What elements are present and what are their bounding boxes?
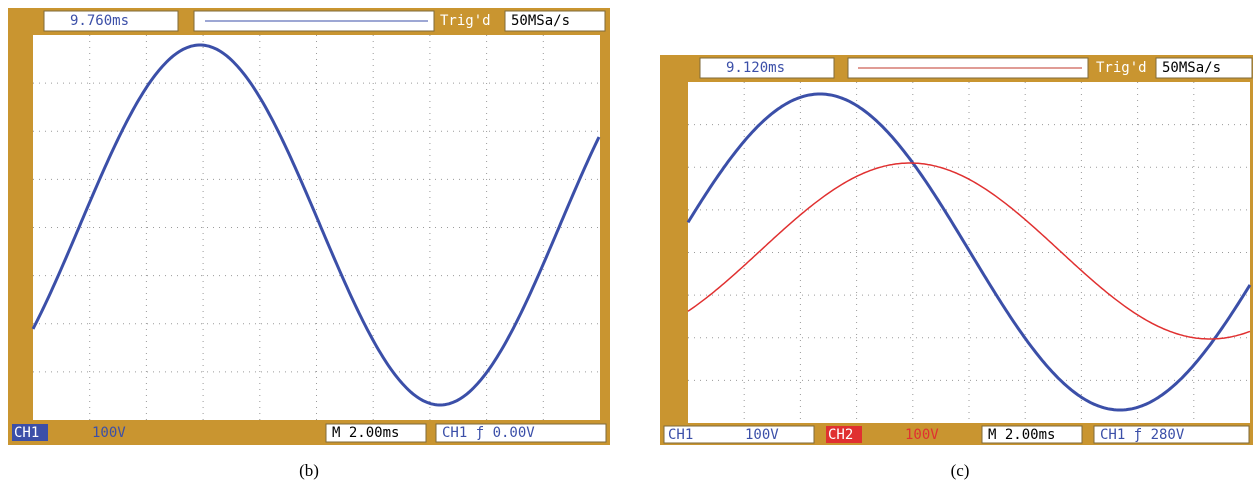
sample-rate: 50MSa/s bbox=[511, 13, 570, 29]
channel-scale: 100V bbox=[905, 427, 939, 443]
delay: 9.760ms bbox=[70, 13, 129, 29]
trigger-level: CH1 ƒ 280V bbox=[1100, 427, 1185, 443]
channel-scale: 100V bbox=[745, 427, 779, 443]
figure: 9.760ms Trig'd 50MSa/s CH1 100V M 2.00ms… bbox=[0, 0, 1253, 489]
timebase: M 2.00ms bbox=[332, 425, 399, 441]
timebase: M 2.00ms bbox=[988, 427, 1055, 443]
trigger-level: CH1 ƒ 0.00V bbox=[442, 425, 535, 441]
channel-name: CH1 bbox=[668, 427, 693, 443]
page: 9.760ms Trig'd 50MSa/s CH1 100V M 2.00ms… bbox=[0, 0, 1253, 489]
caption: (b) bbox=[299, 461, 319, 480]
sample-rate: 50MSa/s bbox=[1162, 60, 1221, 76]
channel-name: CH2 bbox=[828, 427, 853, 443]
trigger-status: Trig'd bbox=[1096, 60, 1147, 76]
channel-name: CH1 bbox=[14, 425, 39, 441]
trigger-status: Trig'd bbox=[440, 13, 491, 29]
delay: 9.120ms bbox=[726, 60, 785, 76]
caption: (c) bbox=[951, 461, 970, 480]
channel-scale: 100V bbox=[92, 425, 126, 441]
